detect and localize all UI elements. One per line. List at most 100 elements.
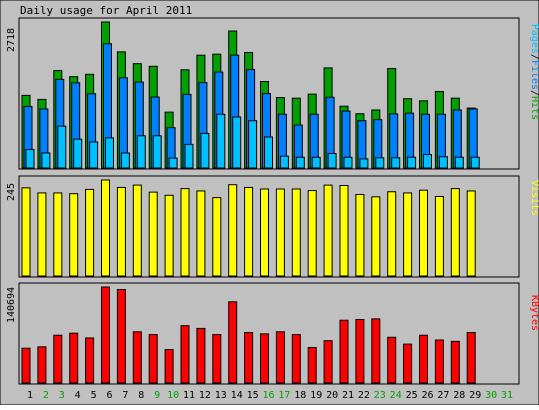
pages-bar — [232, 116, 242, 169]
x-tick-label: 26 — [421, 390, 433, 401]
x-tick-label: 16 — [262, 390, 274, 401]
kbytes-bar — [355, 319, 365, 384]
visits-bar — [291, 188, 301, 277]
visits-bar — [355, 193, 365, 277]
kbytes-bar — [339, 319, 349, 384]
visits-bar — [180, 188, 190, 277]
pages-bar — [423, 154, 432, 169]
pages-bar — [73, 138, 83, 169]
visits-bar — [275, 188, 285, 277]
kbytes-bar — [260, 333, 269, 384]
visits-bar — [53, 192, 63, 277]
kbytes-side-label: KBytes — [529, 295, 539, 331]
side-label-sep2: / — [529, 90, 539, 96]
chart-title: Daily usage for April 2011 — [20, 4, 192, 17]
x-tick-label: 28 — [453, 390, 465, 401]
x-tick-label: 7 — [122, 390, 128, 401]
kbytes-bar — [434, 339, 444, 384]
visits-bar — [228, 184, 238, 277]
kbytes-max-label: 140694 — [6, 287, 17, 323]
x-tick-label: 29 — [469, 390, 481, 401]
kbytes-bar — [69, 332, 79, 384]
visits-bar — [148, 191, 158, 277]
kbytes-bar — [85, 337, 95, 384]
pages-bar — [105, 137, 114, 169]
pages-bar — [438, 156, 448, 169]
visits-bar — [196, 190, 206, 277]
hits-bars — [21, 21, 480, 169]
x-tick-label: 14 — [231, 390, 243, 401]
side-label-pages: Pages — [529, 24, 539, 54]
visits-bar — [164, 194, 174, 277]
x-tick-label: 19 — [310, 390, 322, 401]
kbytes-bar — [371, 318, 381, 384]
kbytes-bar — [132, 331, 142, 384]
kbytes-bar — [323, 340, 333, 384]
visits-bar — [132, 184, 142, 277]
pages-bar — [407, 156, 417, 169]
kbytes-bar — [180, 325, 190, 384]
visits-max-label: 245 — [6, 183, 17, 201]
kbytes-bar — [275, 331, 285, 384]
pages-bar — [343, 156, 353, 169]
pages-bar — [216, 113, 226, 169]
x-tick-label: 9 — [154, 390, 160, 401]
x-tick-label: 3 — [59, 390, 65, 401]
x-tick-label: 5 — [91, 390, 97, 401]
x-tick-label: 20 — [326, 390, 338, 401]
visits-bar — [419, 189, 428, 277]
pages-bar — [359, 158, 369, 169]
x-tick-label: 31 — [501, 390, 513, 401]
visits-bar — [307, 190, 317, 277]
side-label-hits: Hits — [529, 96, 539, 120]
visits-bar — [260, 188, 269, 277]
x-tick-label: 27 — [437, 390, 449, 401]
hits-side-label: Pages/Files/Hits — [529, 24, 539, 120]
pages-bar — [120, 152, 130, 169]
visits-bar — [403, 192, 413, 277]
visits-bar — [244, 186, 254, 277]
pages-bar — [41, 152, 51, 169]
x-tick-label: 25 — [406, 390, 418, 401]
kbytes-bar — [164, 349, 174, 384]
pages-bar — [391, 157, 401, 169]
visits-bar — [85, 188, 95, 277]
kbytes-bar — [291, 334, 301, 384]
kbytes-bar — [419, 334, 428, 384]
side-label-files: Files — [529, 60, 539, 90]
kbytes-bar — [116, 289, 126, 384]
kbytes-bar — [466, 332, 476, 384]
kbytes-bar — [403, 343, 413, 384]
visits-bar — [212, 197, 222, 277]
visits-bar — [466, 190, 476, 277]
x-tick-label: 12 — [199, 390, 211, 401]
x-tick-label: 17 — [278, 390, 290, 401]
pages-bar — [248, 120, 258, 169]
kbytes-bar — [387, 336, 397, 384]
visits-bar — [371, 196, 381, 277]
pages-bar — [311, 156, 321, 169]
kbytes-bar — [450, 340, 460, 384]
x-tick-label: 21 — [342, 390, 354, 401]
pages-bar — [264, 136, 273, 169]
x-tick-label: 1 — [27, 390, 33, 401]
pages-bar — [327, 152, 337, 169]
visits-bar — [37, 192, 47, 277]
pages-bar — [136, 135, 146, 169]
pages-bar — [470, 156, 480, 169]
kbytes-bar — [37, 346, 47, 384]
visits-side-label: Visits — [529, 180, 539, 216]
x-tick-label: 13 — [215, 390, 227, 401]
pages-bar — [168, 157, 178, 169]
kbytes-bar — [244, 332, 254, 384]
kbytes-bar — [228, 301, 238, 384]
visits-bar — [450, 188, 460, 277]
x-tick-label: 10 — [167, 390, 179, 401]
x-axis-labels: 1 2 3 4 5 6 7 8 9 10 11 12 13 14 15 16 17 18 19 20 21 22 23 24 2… — [27, 390, 513, 401]
x-tick-label: 24 — [390, 390, 402, 401]
visits-bars — [21, 179, 476, 277]
kbytes-bar — [148, 334, 158, 384]
x-tick-label: 30 — [485, 390, 497, 401]
